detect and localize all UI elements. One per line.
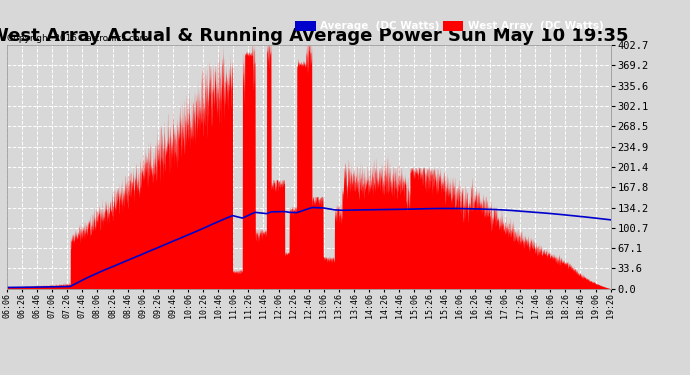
Title: West Array Actual & Running Average Power Sun May 10 19:35: West Array Actual & Running Average Powe… — [0, 27, 629, 45]
Legend: Average  (DC Watts), West Array  (DC Watts): Average (DC Watts), West Array (DC Watts… — [293, 18, 605, 33]
Text: Copyright 2015 Cartronics.com: Copyright 2015 Cartronics.com — [7, 34, 148, 43]
